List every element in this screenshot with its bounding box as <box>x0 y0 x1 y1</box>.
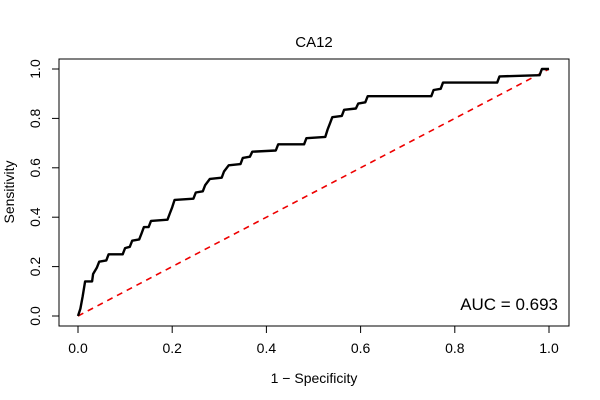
chart-title: CA12 <box>295 34 333 51</box>
roc-curve-line <box>76 67 549 317</box>
reference-diagonal-line <box>77 68 550 317</box>
y-tick-label: 0.4 <box>27 207 43 227</box>
y-axis: 0.0 0.2 0.4 0.6 0.8 1.0 <box>27 59 60 326</box>
y-axis-title: Sensitivity <box>1 160 17 223</box>
x-axis-title: 1 − Specificity <box>271 370 358 386</box>
y-tick-label: 0.2 <box>27 257 43 277</box>
y-tick-label: 0.0 <box>27 306 43 326</box>
x-tick-label: 0.6 <box>351 340 371 356</box>
x-tick-label: 0.4 <box>257 340 277 356</box>
x-tick-label: 1.0 <box>539 340 559 356</box>
x-tick-label: 0.8 <box>445 340 465 356</box>
x-axis: 0.0 0.2 0.4 0.6 0.8 1.0 <box>68 325 559 356</box>
y-tick-label: 1.0 <box>27 59 43 79</box>
y-tick-label: 0.6 <box>27 158 43 178</box>
auc-annotation: AUC = 0.693 <box>460 295 558 314</box>
x-tick-label: 0.0 <box>68 340 88 356</box>
y-tick-label: 0.8 <box>27 108 43 128</box>
x-tick-label: 0.2 <box>162 340 182 356</box>
